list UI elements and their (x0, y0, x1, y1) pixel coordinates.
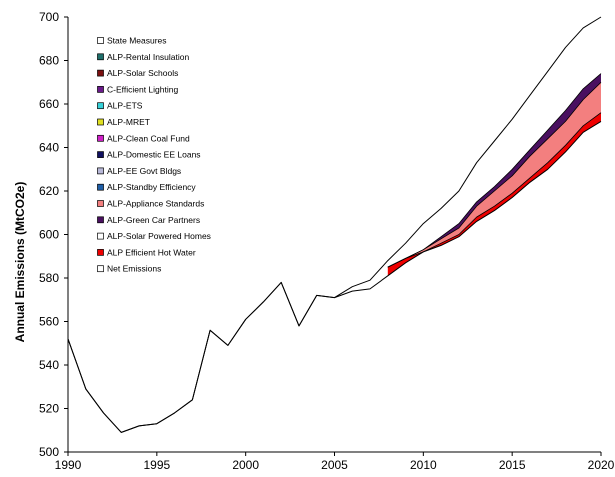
legend-label: ALP Efficient Hot Water (107, 247, 196, 257)
y-tick-label: 500 (39, 445, 59, 459)
y-tick-label: 640 (39, 141, 59, 155)
legend-swatch (97, 53, 104, 61)
legend-label: ALP-ETS (107, 101, 143, 111)
legend-swatch (97, 37, 104, 44)
y-axis-label: Annual Emissions (MtCO2e) (13, 182, 27, 343)
x-tick-label: 2015 (499, 458, 526, 472)
legend-swatch (97, 134, 104, 142)
x-tick-label: 2010 (410, 458, 437, 472)
legend: State Measures ALP-Rental Insulation ALP-S… (91, 33, 238, 279)
band-alp-efficient-hot-water (387, 112, 601, 276)
legend-swatch (97, 167, 104, 175)
line-net-emissions (67, 120, 602, 433)
legend-label: ALP-Clean Coal Fund (107, 133, 190, 143)
legend-label: Net Emissions (107, 264, 161, 274)
line-alp-appliance-standards (387, 82, 602, 268)
y-tick-label: 560 (39, 315, 59, 329)
legend-swatch (97, 183, 104, 191)
legend-swatch (97, 151, 104, 158)
legend-swatch (97, 216, 104, 224)
legend-label: C-Efficient Lighting (107, 84, 178, 94)
y-tick-label: 540 (39, 358, 59, 372)
legend-swatch (97, 232, 104, 240)
legend-label: ALP-Solar Powered Homes (107, 231, 211, 241)
axes: 500 520 540 560 580 600 620 640 660 680 700 1990 199… (39, 10, 615, 472)
stacked-areas (387, 73, 601, 276)
legend-label: ALP-Solar Schools (107, 68, 178, 78)
y-tick-label: 680 (39, 54, 59, 68)
legend-swatch (97, 102, 104, 110)
legend-swatch (97, 86, 104, 93)
legend-swatch (97, 118, 104, 126)
x-tick-label: 2000 (232, 458, 259, 472)
y-tick-label: 660 (39, 97, 59, 111)
legend-label: ALP-Domestic EE Loans (107, 150, 201, 160)
series-lines (67, 16, 602, 433)
legend-label: ALP-Rental Insulation (107, 52, 189, 62)
x-tick-label: 2005 (321, 458, 348, 472)
legend-label: ALP-Green Car Partners (107, 215, 200, 225)
legend-label: ALP-Standby Efficiency (107, 182, 196, 192)
x-tick-label: 1990 (55, 458, 82, 472)
y-tick-label: 580 (39, 271, 59, 285)
legend-label: ALP-MRET (107, 117, 150, 127)
legend-swatch (97, 200, 104, 207)
x-tick-label: 1995 (143, 458, 170, 472)
legend-label: ALP-Appliance Standards (107, 199, 204, 209)
legend-label: State Measures (107, 36, 167, 46)
x-tick-label: 2020 (588, 458, 615, 472)
y-tick-label: 620 (39, 184, 59, 198)
legend-swatch (97, 265, 104, 273)
legend-box (91, 33, 238, 279)
y-tick-label: 600 (39, 228, 59, 242)
y-tick-label: 700 (39, 10, 59, 24)
legend-swatch (97, 69, 104, 77)
legend-label: ALP-EE Govt Bldgs (107, 166, 181, 176)
y-tick-label: 520 (39, 402, 59, 416)
legend-swatch (97, 249, 104, 256)
